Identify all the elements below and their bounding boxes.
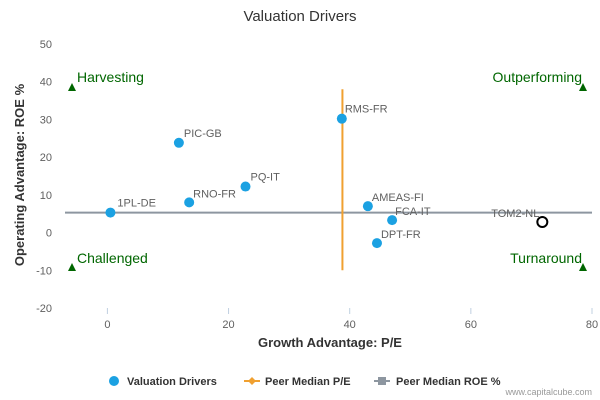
y-tick-label: 10 (40, 190, 52, 202)
data-point-label: DPT-FR (381, 229, 421, 241)
y-tick-label: -20 (36, 303, 52, 315)
data-point-label: PQ-IT (251, 172, 281, 184)
x-tick-label: 20 (222, 319, 234, 331)
y-axis-ticks: -20 -10 0 10 20 30 40 50 (36, 39, 52, 315)
chart-title: Valuation Drivers (243, 8, 356, 25)
credit-text: www.capitalcube.com (504, 387, 592, 397)
data-point[interactable] (387, 215, 398, 226)
quadrant-triangle-icon (579, 83, 587, 91)
data-points: 1PL-DE RNO-FR PIC-GB PQ-IT RMS-FR AMEAS-FI FCA… (105, 104, 549, 249)
data-point-label: 1PL-DE (117, 198, 156, 210)
quadrant-label-top-left: Harvesting (77, 69, 144, 85)
data-point-label: RNO-FR (193, 188, 236, 200)
data-point-label: AMEAS-FI (372, 192, 424, 204)
x-axis-title: Growth Advantage: P/E (258, 335, 402, 350)
x-tick-label: 40 (344, 319, 356, 331)
quadrant-triangle-icon (579, 263, 587, 271)
legend-valuation-drivers-icon (109, 376, 119, 386)
data-point[interactable] (173, 137, 184, 148)
quadrant-label-bottom-right: Turnaround (510, 250, 582, 266)
quadrant-label-bottom-left: Challenged (77, 250, 148, 266)
median-lines (65, 89, 592, 271)
y-tick-label: 0 (46, 228, 52, 240)
x-axis-ticks: 0 20 40 60 80 (104, 308, 598, 331)
y-tick-label: 30 (40, 114, 52, 126)
legend-peer-median-pe[interactable]: Peer Median P/E (265, 376, 351, 388)
data-point-label: RMS-FR (345, 104, 388, 116)
y-tick-label: 50 (40, 39, 52, 51)
quadrant-triangle-icon (68, 263, 76, 271)
data-point[interactable] (362, 201, 373, 212)
y-axis-title: Operating Advantage: ROE % (12, 83, 27, 266)
data-point-label: FCA-IT (395, 206, 431, 218)
legend-pe-diamond-icon (248, 377, 256, 385)
data-point[interactable] (184, 197, 195, 208)
legend[interactable]: Valuation Drivers Peer Median P/E Peer Med… (109, 376, 501, 388)
x-tick-label: 60 (465, 319, 477, 331)
highlight-data-point[interactable] (536, 216, 549, 229)
legend-peer-median-roe[interactable]: Peer Median ROE % (396, 376, 501, 388)
data-point[interactable] (105, 207, 116, 218)
data-point-label: PIC-GB (184, 128, 222, 140)
y-tick-label: -10 (36, 265, 52, 277)
quadrant-markers: Harvesting Outperforming Challenged Turnaro… (68, 69, 587, 271)
x-tick-label: 0 (104, 319, 110, 331)
quadrant-triangle-icon (68, 83, 76, 91)
legend-roe-square-icon (378, 377, 386, 385)
data-point[interactable] (240, 181, 251, 192)
legend-valuation-drivers[interactable]: Valuation Drivers (127, 376, 217, 388)
y-tick-label: 40 (40, 77, 52, 89)
highlight-data-point-label: TOM2-NL (491, 208, 539, 220)
data-point[interactable] (371, 238, 382, 249)
x-tick-label: 80 (586, 319, 598, 331)
quadrant-label-top-right: Outperforming (493, 69, 582, 85)
data-point[interactable] (336, 113, 347, 124)
y-tick-label: 20 (40, 152, 52, 164)
